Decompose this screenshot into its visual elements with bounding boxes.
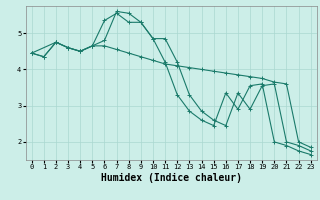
X-axis label: Humidex (Indice chaleur): Humidex (Indice chaleur) xyxy=(101,173,242,183)
